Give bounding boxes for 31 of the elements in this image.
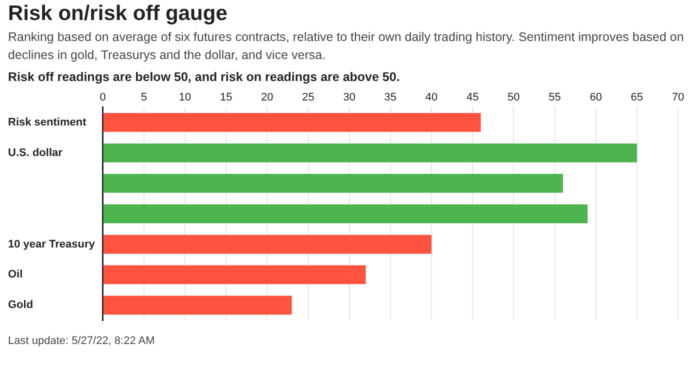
x-tick-label: 65	[630, 92, 644, 104]
x-tick-label: 45	[466, 92, 479, 104]
x-tick-label: 30	[343, 92, 356, 104]
x-tick-label: 20	[261, 92, 274, 104]
x-tick-label: 55	[548, 92, 561, 104]
x-tick-label: 0	[100, 92, 106, 104]
bar	[103, 234, 432, 254]
y-tick-label: Risk sentiment	[8, 116, 87, 128]
y-tick-label: Gold	[8, 299, 34, 312]
y-tick-label: 10 year Treasury	[8, 238, 96, 250]
x-tick-label: 70	[672, 92, 684, 104]
x-tick-label: 40	[425, 92, 438, 104]
bar	[103, 296, 292, 315]
bar	[103, 174, 563, 193]
chart-subtitle: Ranking based on average of six futures contracts, relative to their own daily trading history. Sentiment improves based on declines in gold, Treasurys and the dollar, and vice versa.	[8, 29, 685, 64]
x-tick-label: 15	[220, 92, 232, 104]
bar	[103, 143, 637, 162]
bar	[103, 204, 588, 224]
bar	[103, 265, 366, 284]
text: Risk off readings are below 50, and risk on readings are above 50.	[8, 70, 401, 84]
x-tick-label: 25	[302, 92, 314, 104]
x-tick-label: 10	[178, 92, 192, 104]
bar	[103, 112, 481, 132]
x-tick-label: 5	[140, 92, 147, 104]
text: Last update: 5/27/22, 8:22 AM	[8, 335, 156, 347]
y-tick-label: U.S. dollar	[8, 146, 64, 159]
x-tick-label: 35	[384, 92, 397, 104]
x-tick-label: 60	[590, 92, 602, 104]
y-tick-label: Oil	[8, 268, 23, 281]
x-tick-label: 50	[508, 92, 520, 104]
chart-title: Risk on/risk off gauge	[8, 2, 228, 26]
